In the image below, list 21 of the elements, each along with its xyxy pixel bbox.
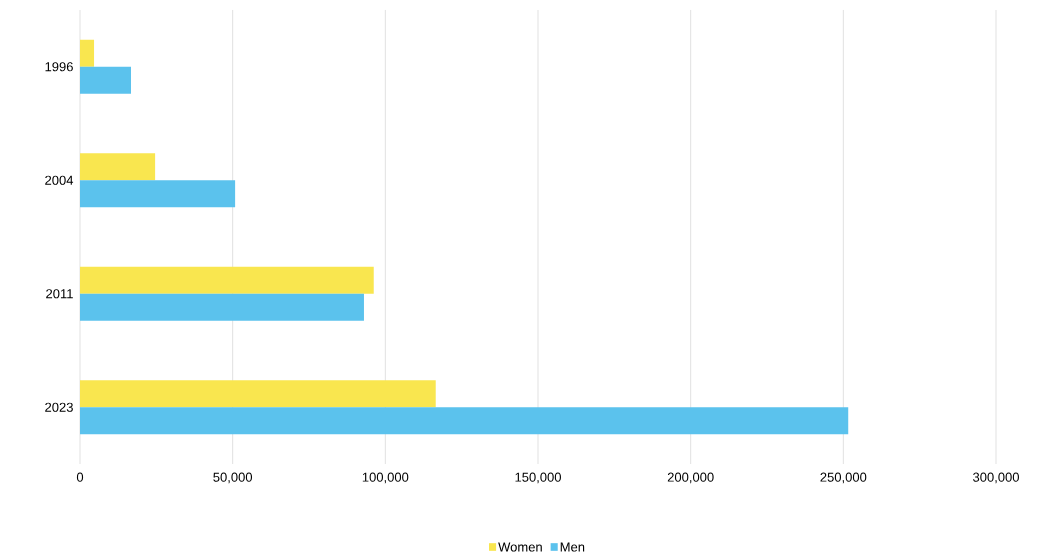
bar — [80, 180, 236, 208]
x-tick-label: 50,000 — [213, 472, 253, 484]
x-tick-label: 150,000 — [515, 472, 561, 484]
x-tick-label: 200,000 — [667, 472, 714, 484]
bar — [80, 380, 436, 408]
y-tick-label: 1996 — [45, 62, 73, 72]
x-tick-label: 0 — [76, 472, 84, 482]
bar — [80, 153, 156, 181]
legend-label: Women — [498, 542, 542, 552]
x-tick-label: 300,000 — [973, 472, 1019, 484]
bar — [80, 266, 374, 294]
y-tick-label: 2004 — [45, 175, 74, 185]
legend-label: Men — [560, 542, 585, 552]
bar — [80, 407, 849, 435]
x-tick-label: 100,000 — [362, 472, 409, 484]
bar — [80, 293, 364, 321]
x-tick-label: 250,000 — [820, 472, 867, 484]
bar — [80, 39, 95, 67]
bar — [80, 66, 131, 94]
y-tick-label: 2023 — [45, 402, 73, 412]
y-tick-label: 2011 — [46, 289, 73, 299]
